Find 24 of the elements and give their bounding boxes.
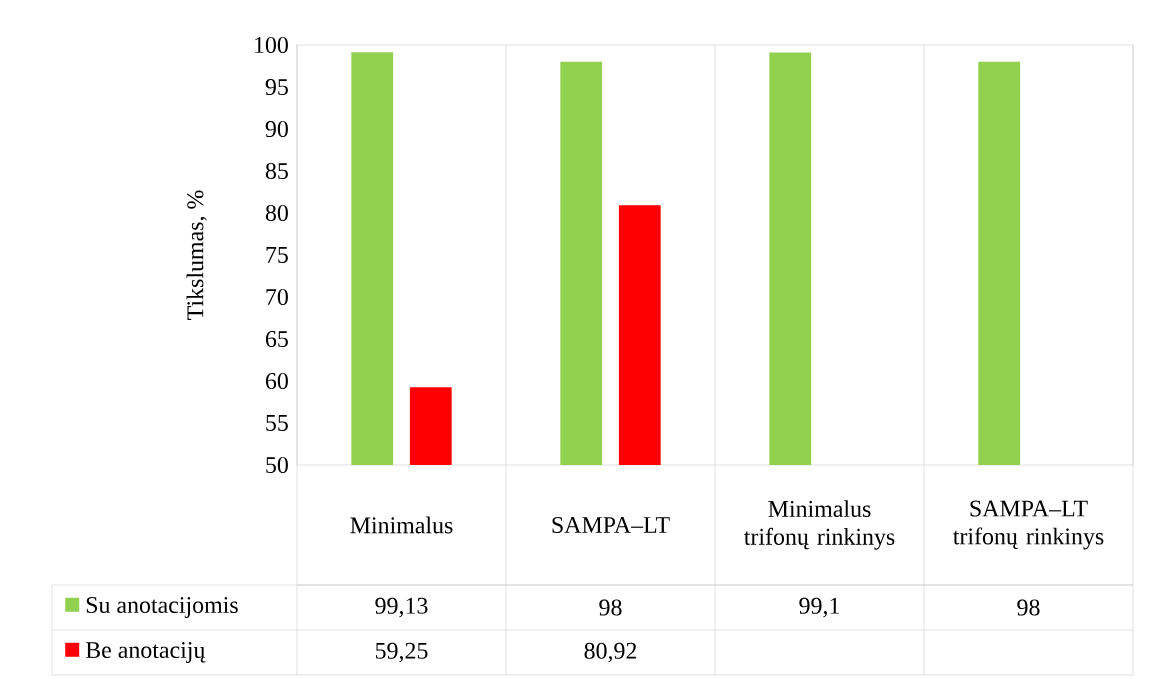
y-tick-label: 55 (266, 415, 288, 431)
x-tick-label: SAMPA–LT trifonų rinkinys (953, 500, 1104, 550)
y-tick-label: 70 (266, 288, 288, 306)
y-tick-label: 80 (265, 204, 288, 222)
y-tick-label: 65 (265, 330, 288, 348)
data-label: 59,25 (376, 642, 428, 663)
y-axis-title: Tikslumas, % (186, 190, 207, 320)
legend-label: Su anotacijomis (86, 597, 238, 618)
legend-label: Be anotacijų (85, 642, 206, 663)
data-label: 99,1 (799, 597, 839, 618)
data-label: 98 (599, 599, 622, 616)
data-label: 98 (1017, 599, 1040, 616)
x-tick-label: SAMPA–LT (552, 516, 670, 534)
y-tick-label: 50 (266, 456, 288, 474)
data-label: 99,13 (375, 597, 428, 618)
y-tick-label: 90 (265, 120, 288, 138)
y-tick-label: 95 (265, 78, 288, 96)
y-tick-label: 85 (265, 162, 288, 180)
y-tick-label: 100 (255, 36, 288, 54)
x-tick-label: Minimalus (350, 516, 453, 534)
y-tick-label: 60 (265, 372, 288, 390)
data-label: 80,92 (584, 642, 637, 663)
y-tick-label: 75 (266, 247, 288, 263)
x-tick-label: Minimalus trifonų rinkinys (744, 500, 895, 550)
